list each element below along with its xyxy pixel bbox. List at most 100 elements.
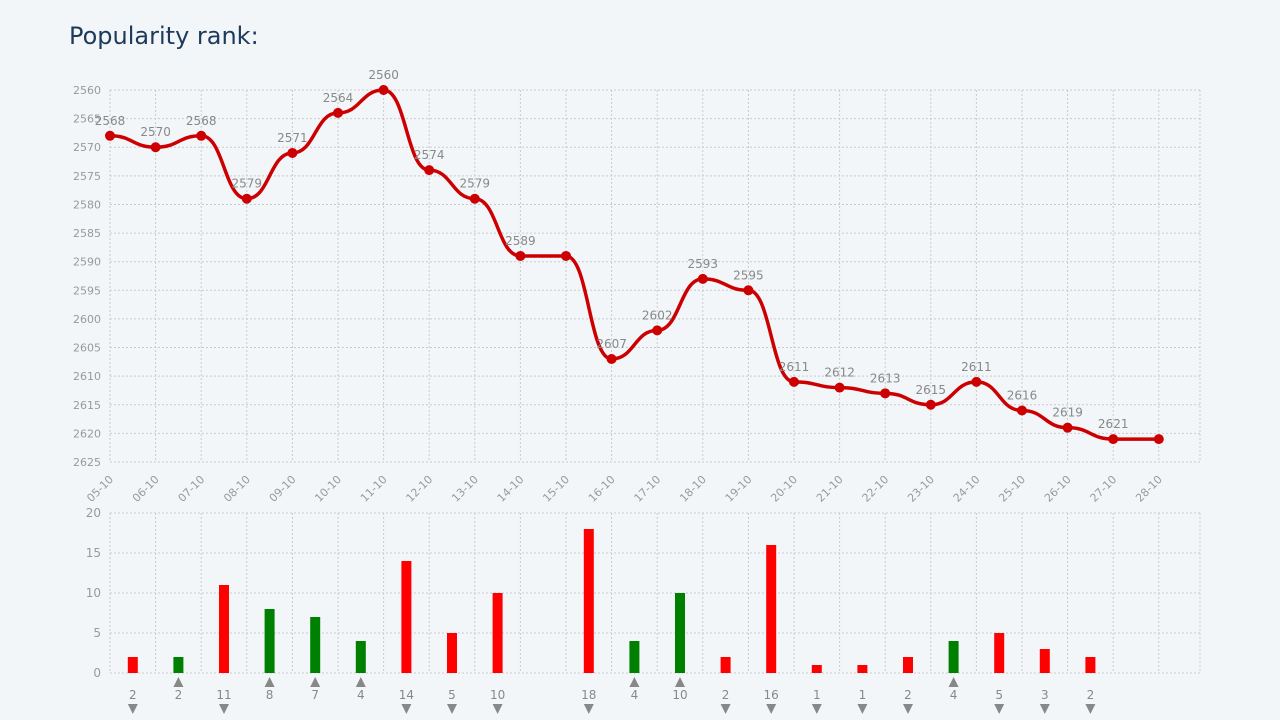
rank-point: [469, 193, 480, 204]
x-tick-label: 05-10: [84, 473, 116, 505]
arrow-up: [675, 677, 685, 687]
x-tick-label: 16-10: [586, 473, 618, 505]
arrow-down: [903, 704, 913, 714]
x-tick-label: 08-10: [221, 473, 253, 505]
data-label: 2615: [916, 383, 947, 397]
x-tick-label: 09-10: [267, 473, 299, 505]
data-label: 2611: [779, 360, 810, 374]
change-bar: [629, 641, 640, 673]
x-tick-label: 12-10: [404, 473, 436, 505]
data-label: 2560: [368, 68, 399, 82]
change-bar: [994, 633, 1005, 673]
page-title: Popularity rank:: [69, 22, 259, 50]
change-bar: [583, 529, 594, 673]
y-tick-label: 2615: [73, 399, 101, 412]
change-label: 1: [813, 688, 821, 702]
change-bar: [401, 561, 412, 673]
y-tick-label: 15: [86, 546, 101, 560]
data-label: 2574: [414, 148, 445, 162]
data-label: 2611: [961, 360, 992, 374]
y-tick-label: 2565: [73, 113, 101, 126]
x-tick-label: 10-10: [312, 473, 344, 505]
rank-point: [424, 165, 435, 176]
change-label: 2: [904, 688, 912, 702]
x-tick-label: 13-10: [449, 473, 481, 505]
x-tick-label: 17-10: [632, 473, 664, 505]
arrow-up: [173, 677, 184, 687]
rank-point: [378, 85, 389, 95]
y-tick-label: 2605: [73, 342, 101, 355]
x-tick-label: 22-10: [860, 473, 892, 505]
rank-point: [561, 250, 571, 261]
rank-point: [971, 376, 982, 387]
arrow-up: [355, 677, 366, 687]
change-label: 4: [631, 688, 639, 702]
change-bar: [447, 633, 457, 673]
change-label: 5: [995, 688, 1003, 702]
data-label: 2571: [277, 131, 308, 145]
arrow-down: [583, 704, 594, 714]
arrow-down: [811, 704, 822, 714]
change-bar: [720, 657, 731, 673]
data-label: 2579: [232, 177, 263, 191]
x-tick-label: 15-10: [540, 473, 572, 505]
change-bar: [903, 657, 913, 673]
arrow-down: [1085, 704, 1096, 714]
change-bar: [310, 617, 321, 673]
change-bar: [264, 609, 275, 673]
arrow-down: [720, 704, 731, 714]
x-tick-label: 26-10: [1042, 473, 1074, 505]
rank-point: [743, 285, 754, 296]
change-bar: [173, 657, 184, 673]
x-tick-label: 19-10: [723, 473, 755, 505]
change-label: 14: [399, 688, 414, 702]
change-label: 1: [859, 688, 867, 702]
data-label: 2593: [688, 257, 719, 271]
rank-point: [1108, 434, 1119, 445]
x-tick-label: 20-10: [768, 473, 800, 505]
rank-point: [196, 130, 207, 141]
change-label: 3: [1041, 688, 1049, 702]
rank-point: [834, 382, 845, 393]
change-label: 16: [764, 688, 779, 702]
x-tick-label: 07-10: [176, 473, 208, 505]
data-label: 2568: [186, 114, 217, 128]
change-bar: [766, 545, 777, 673]
rank-point: [606, 353, 617, 364]
y-tick-label: 20: [86, 506, 101, 520]
arrow-down: [994, 704, 1005, 714]
data-label: 2570: [140, 125, 171, 139]
arrow-down: [401, 704, 412, 714]
change-label: 5: [448, 688, 456, 702]
x-tick-label: 27-10: [1088, 473, 1120, 505]
rank-point: [789, 376, 799, 387]
y-tick-label: 2560: [73, 84, 101, 97]
x-tick-label: 24-10: [951, 473, 983, 505]
arrow-up: [264, 677, 275, 687]
data-label: 2602: [642, 308, 673, 322]
change-bar: [355, 641, 366, 673]
change-bar: [219, 585, 229, 673]
change-bar: [127, 657, 138, 673]
y-tick-label: 2575: [73, 170, 101, 183]
rank-point: [150, 142, 161, 153]
rank-point: [1017, 405, 1027, 416]
x-tick-label: 11-10: [358, 473, 390, 505]
data-label: 2595: [733, 268, 764, 282]
change-bar: [857, 665, 868, 673]
change-bar: [811, 665, 822, 673]
arrow-down: [492, 704, 503, 714]
y-tick-label: 2580: [73, 198, 101, 211]
y-tick-label: 2625: [73, 456, 101, 469]
data-label: 2612: [824, 366, 855, 380]
change-bar: [1085, 657, 1096, 673]
arrow-up: [310, 677, 321, 687]
x-tick-label: 14-10: [495, 473, 527, 505]
y-tick-label: 2595: [73, 284, 101, 297]
y-tick-label: 2610: [73, 370, 101, 383]
rank-point: [241, 193, 252, 204]
y-tick-label: 5: [93, 626, 101, 640]
rank-point: [880, 388, 891, 399]
data-label: 2564: [323, 91, 354, 105]
